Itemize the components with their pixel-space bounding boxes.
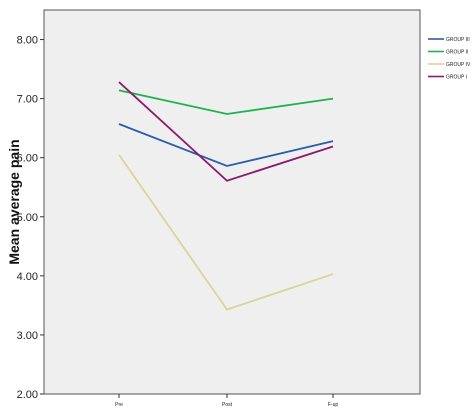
y-tick-label: 3.00 [17, 330, 38, 342]
y-tick-label: 8.00 [17, 35, 38, 47]
legend: GROUP III GROUP II GROUP IV GROUP I [428, 37, 471, 81]
legend-label: GROUP IV [446, 62, 471, 68]
series-lines [118, 81, 334, 311]
legend-label: GROUP II [446, 50, 468, 56]
y-tick-label: 5.00 [17, 212, 38, 224]
y-tick-label: 2.00 [17, 389, 38, 401]
series-line [118, 123, 334, 167]
x-tick-label: Post [222, 402, 233, 408]
series-line [118, 154, 334, 311]
series-line [118, 89, 334, 115]
y-axis-title: Mean average pain [6, 139, 22, 264]
plot-background [43, 9, 421, 395]
x-tick-label: Pre [115, 402, 123, 408]
legend-label: GROUP I [446, 75, 467, 81]
y-tick-label: 7.00 [17, 94, 38, 106]
y-tick-label: 4.00 [17, 271, 38, 283]
legend-label: GROUP III [446, 37, 470, 43]
y-tick-label: 6.00 [17, 153, 38, 165]
y-axis: 2.00 3.00 4.00 5.00 6.00 7.00 8.00 [17, 35, 44, 401]
series-line [118, 81, 334, 182]
x-axis: Pre Post F-up [115, 394, 338, 408]
x-tick-label: F-up [328, 402, 339, 408]
